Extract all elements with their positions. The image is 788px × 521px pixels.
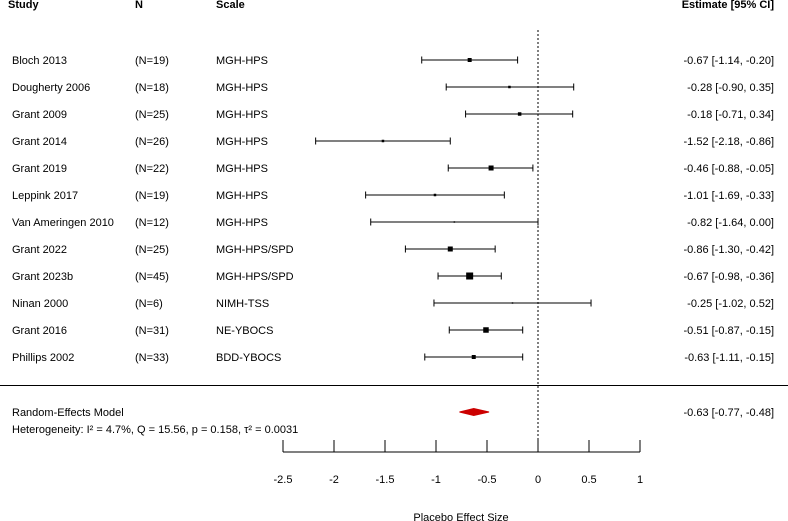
x-tick-label: -0.5 [478,474,497,486]
study-scale-cell: MGH-HPS [216,217,268,229]
study-label-cell: -0.67 [-0.98, -0.36] [684,271,775,283]
study-label-cell: -0.86 [-1.30, -0.42] [684,244,775,256]
study-label-cell: -0.63 [-1.11, -0.15] [684,352,774,364]
point-estimate [471,355,476,359]
study-n-cell: (N=45) [135,271,169,283]
header-n: N [135,0,143,11]
x-tick-label: -1.5 [376,474,395,486]
study-study-cell: Grant 2019 [12,163,67,175]
study-scale-cell: MGH-HPS [216,109,268,121]
study-study-cell: Bloch 2013 [12,55,67,67]
study-label-cell: -0.18 [-0.71, 0.34] [687,109,774,121]
study-label-cell: -0.28 [-0.90, 0.35] [687,82,774,94]
study-n-cell: (N=19) [135,55,169,67]
point-estimate [467,58,472,62]
study-study-cell: Ninan 2000 [12,298,68,310]
study-study-cell: Grant 2016 [12,325,67,337]
x-axis: -2.5 -2 -1.5 -1 -0.5 0 0.5 1 [274,440,643,486]
study-n-cell: (N=31) [135,325,169,337]
x-tick-label: 1 [637,474,643,486]
point-estimate [483,327,489,333]
study-study-cell: Grant 2023b [12,271,73,283]
study-scale-cell: BDD-YBOCS [216,352,281,364]
point-estimate [447,246,453,252]
study-study-cell: Dougherty 2006 [12,82,90,94]
study-n-cell: (N=26) [135,136,169,148]
header-study: Study [8,0,39,11]
study-label-cell: -1.01 [-1.69, -0.33] [684,190,775,202]
summary-label: Random-Effects Model [12,407,124,419]
study-study-cell: Leppink 2017 [12,190,78,202]
study-label-cell: -1.52 [-2.18, -0.86] [684,136,775,148]
study-n-cell: (N=12) [135,217,169,229]
x-tick-label: 0.5 [581,474,596,486]
x-tick-label: -2 [329,474,339,486]
study-n-cell: (N=25) [135,244,169,256]
study-n-cell: (N=6) [135,298,163,310]
summary-ci-label: -0.63 [-0.77, -0.48] [684,407,775,419]
study-scale-cell: MGH-HPS/SPD [216,271,294,283]
study-n-cell: (N=18) [135,82,169,94]
study-study-cell: Van Ameringen 2010 [12,217,114,229]
study-study-cell: Grant 2009 [12,109,67,121]
heterogeneity-text: Heterogeneity: I² = 4.7%, Q = 15.56, p =… [12,424,298,436]
study-scale-cell: MGH-HPS [216,136,268,148]
point-estimate [488,165,494,171]
header-estimate: Estimate [95% CI] [682,0,775,11]
study-label-cell: -0.67 [-1.14, -0.20] [684,55,775,67]
point-estimate [453,221,456,223]
header-scale: Scale [216,0,245,11]
point-estimate [433,193,437,197]
x-tick-label: 0 [535,474,541,486]
x-tick-label: -1 [431,474,441,486]
point-estimate [511,302,514,304]
x-tick-label: -2.5 [274,474,293,486]
study-n-cell: (N=33) [135,352,169,364]
study-study-cell: Grant 2022 [12,244,67,256]
study-label-cell: -0.25 [-1.02, 0.52] [687,298,774,310]
x-axis-label: Placebo Effect Size [413,512,508,521]
study-study-cell: Grant 2014 [12,136,67,148]
point-estimate [466,272,474,280]
study-n-cell: (N=25) [135,109,169,121]
study-label-cell: -0.51 [-0.87, -0.15] [684,325,775,337]
study-scale-cell: MGH-HPS/SPD [216,244,294,256]
study-n-cell: (N=22) [135,163,169,175]
point-estimate [381,139,385,143]
study-study-cell: Phillips 2002 [12,352,74,364]
study-scale-cell: MGH-HPS [216,82,268,94]
point-estimate [508,85,511,89]
study-scale-cell: NE-YBOCS [216,325,273,337]
study-rows: Bloch 2013 (N=19) MGH-HPS -0.67 [-1.14, -0.… [12,55,774,364]
study-scale-cell: NIMH-TSS [216,298,269,310]
study-label-cell: -0.82 [-1.64, 0.00] [687,217,774,229]
study-scale-cell: MGH-HPS [216,190,268,202]
point-estimate [517,112,522,116]
summary-diamond [459,407,490,417]
plot-marks [315,30,592,452]
study-scale-cell: MGH-HPS [216,163,268,175]
study-scale-cell: MGH-HPS [216,55,268,67]
study-n-cell: (N=19) [135,190,169,202]
study-label-cell: -0.46 [-0.88, -0.05] [684,163,775,175]
